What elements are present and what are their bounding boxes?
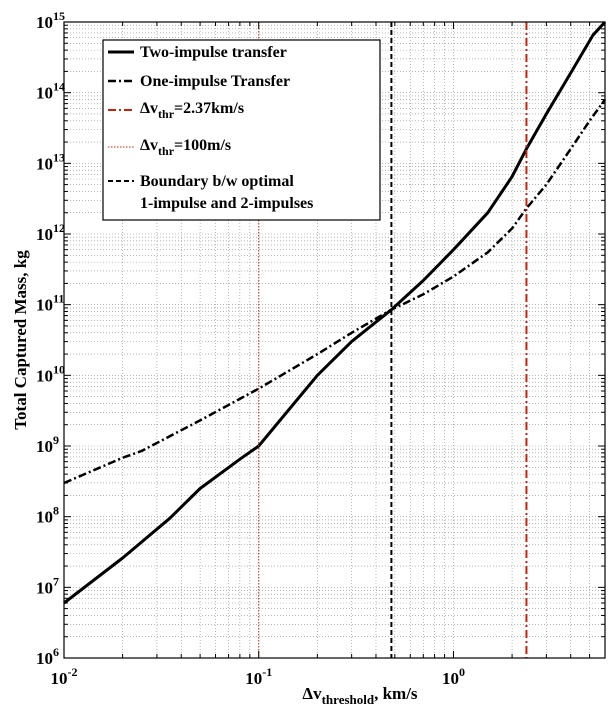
y-tick-label: 109	[36, 433, 59, 456]
y-axis-label: Total Captured Mass, kg	[11, 250, 30, 430]
y-tick-label: 1012	[36, 221, 65, 244]
y-tick-label: 1013	[36, 150, 65, 173]
legend-label-one-impulse: One-impulse Transfer	[140, 73, 290, 90]
x-tick-label: 10-1	[245, 665, 272, 688]
legend-label-two-impulse: Two-impulse transfer	[140, 44, 287, 61]
x-tick-label: 100	[442, 665, 465, 688]
y-tick-label: 108	[36, 504, 59, 527]
legend-box	[102, 39, 381, 221]
plot-frame	[63, 21, 606, 659]
y-tick-label: 106	[36, 645, 59, 668]
series-line-0	[63, 20, 607, 605]
legend-label-dvthr-2.37: Δvthr=2.37km/s	[140, 100, 244, 121]
y-tick-label: 107	[36, 574, 59, 597]
y-tick-label: 1010	[36, 362, 65, 385]
legend-label-boundary-line1: Boundary b/w optimal	[140, 173, 294, 190]
axis-ticks	[63, 21, 606, 659]
x-tick-label: 10-2	[51, 665, 78, 688]
y-tick-label: 1015	[36, 9, 65, 32]
series-line-1	[63, 98, 607, 485]
legend-label-boundary-line2: 1-impulse and 2-impulses	[140, 195, 313, 212]
x-axis-label: Δvthreshold, km/s	[302, 684, 418, 707]
y-tick-label: 1014	[36, 80, 65, 103]
y-tick-label: 1011	[36, 292, 64, 315]
legend-label-dvthr-100: Δvthr=100m/s	[140, 137, 231, 158]
tick-labels: 10-2 10-1 100 106 107 108 109 1010 1011 1012 1013 1…	[36, 9, 465, 688]
legend: Two-impulse transfer One-impulse Transfe…	[102, 39, 381, 221]
